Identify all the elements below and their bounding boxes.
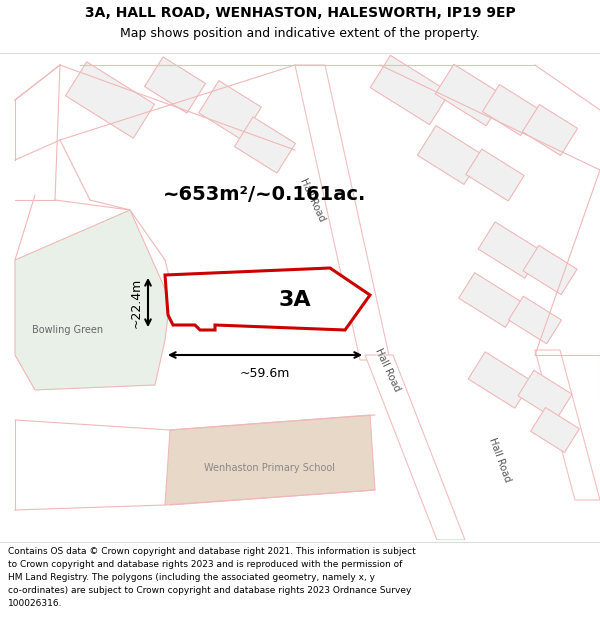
- Polygon shape: [523, 246, 577, 294]
- Polygon shape: [365, 355, 465, 540]
- Text: Hall Road: Hall Road: [299, 177, 328, 223]
- Polygon shape: [145, 57, 205, 113]
- Polygon shape: [65, 62, 155, 138]
- Polygon shape: [530, 408, 580, 452]
- Text: Hall Road: Hall Road: [374, 347, 403, 393]
- Text: 3A: 3A: [278, 290, 311, 310]
- Text: ~22.4m: ~22.4m: [130, 278, 143, 328]
- Polygon shape: [482, 84, 538, 136]
- Polygon shape: [518, 371, 572, 419]
- Text: Hall Road: Hall Road: [487, 436, 512, 484]
- Text: Bowling Green: Bowling Green: [32, 325, 104, 335]
- Polygon shape: [199, 81, 261, 139]
- Text: Map shows position and indicative extent of the property.: Map shows position and indicative extent…: [120, 26, 480, 39]
- Polygon shape: [295, 65, 390, 360]
- Text: co-ordinates) are subject to Crown copyright and database rights 2023 Ordnance S: co-ordinates) are subject to Crown copyr…: [8, 586, 412, 595]
- Polygon shape: [165, 268, 370, 330]
- Text: to Crown copyright and database rights 2023 and is reproduced with the permissio: to Crown copyright and database rights 2…: [8, 560, 403, 569]
- Text: 3A, HALL ROAD, WENHASTON, HALESWORTH, IP19 9EP: 3A, HALL ROAD, WENHASTON, HALESWORTH, IP…: [85, 6, 515, 20]
- Text: Contains OS data © Crown copyright and database right 2021. This information is : Contains OS data © Crown copyright and d…: [8, 547, 416, 556]
- Text: ~59.6m: ~59.6m: [240, 367, 290, 380]
- Polygon shape: [466, 149, 524, 201]
- Polygon shape: [509, 296, 562, 344]
- Text: 100026316.: 100026316.: [8, 599, 62, 608]
- Text: Wenhaston Primary School: Wenhaston Primary School: [205, 463, 335, 473]
- Polygon shape: [235, 117, 295, 173]
- Polygon shape: [370, 56, 450, 124]
- Polygon shape: [418, 126, 482, 184]
- Polygon shape: [165, 415, 375, 505]
- Polygon shape: [15, 210, 170, 390]
- Text: ~653m²/~0.161ac.: ~653m²/~0.161ac.: [163, 186, 367, 204]
- Text: HM Land Registry. The polygons (including the associated geometry, namely x, y: HM Land Registry. The polygons (includin…: [8, 573, 375, 582]
- Polygon shape: [523, 104, 578, 156]
- Polygon shape: [478, 222, 542, 278]
- Polygon shape: [459, 272, 521, 328]
- Polygon shape: [468, 352, 532, 408]
- Polygon shape: [535, 350, 600, 500]
- Polygon shape: [435, 64, 505, 126]
